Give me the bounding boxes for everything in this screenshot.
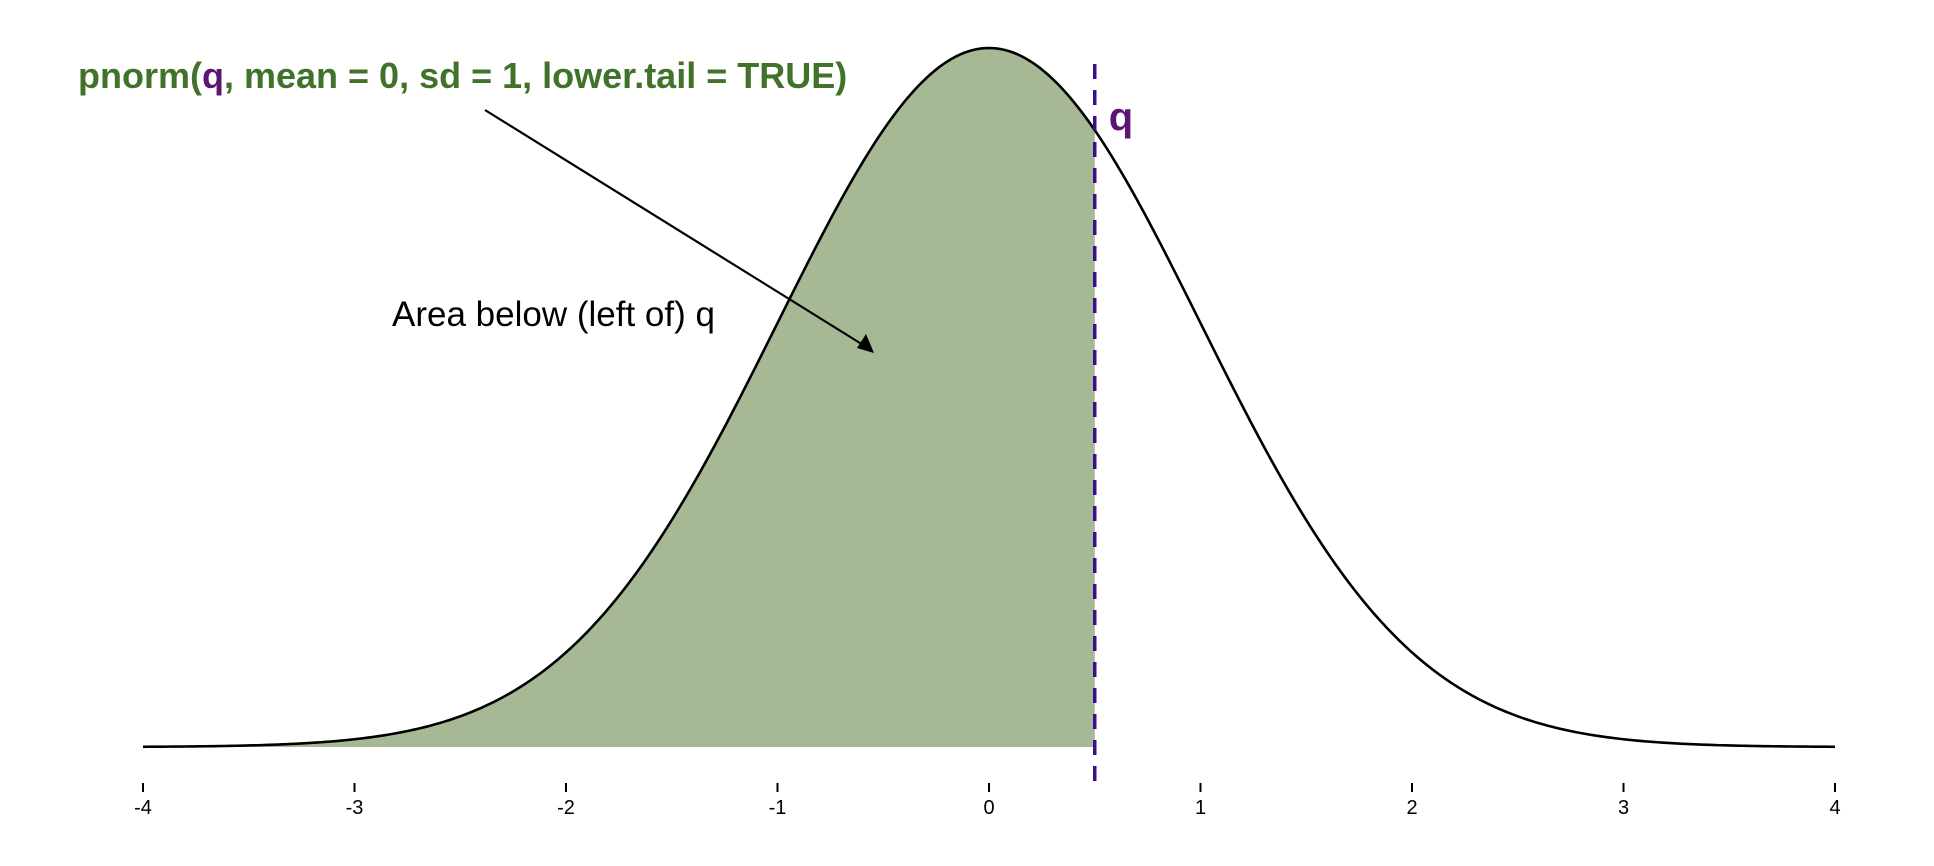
x-tick-label: 4: [1829, 797, 1840, 819]
q-label: q: [1109, 95, 1133, 139]
x-tick-label: -1: [769, 797, 787, 819]
x-tick-label: -3: [346, 797, 364, 819]
x-tick-label: 1: [1195, 797, 1206, 819]
title-part-fn-start: pnorm(: [78, 55, 202, 96]
title-part-args: , mean = 0, sd = 1, lower.tail = TRUE): [224, 55, 847, 96]
x-axis: -4 -3 -2 -1 0 1 2 3 4: [134, 783, 1841, 819]
annotation-arrow: [484, 109, 874, 353]
x-tick-label: 0: [983, 797, 994, 819]
x-tick-label: -4: [134, 797, 152, 819]
x-tick-label: 3: [1618, 797, 1629, 819]
shaded-area-below-q: [143, 48, 1095, 747]
density-curve: [142, 46, 1836, 749]
chart-title: pnorm(q, mean = 0, sd = 1, lower.tail = …: [78, 55, 847, 96]
x-tick-label: 2: [1406, 797, 1417, 819]
area-annotation: Area below (left of) q: [392, 295, 715, 334]
x-tick-label: -2: [557, 797, 575, 819]
title-part-q: q: [202, 55, 224, 96]
